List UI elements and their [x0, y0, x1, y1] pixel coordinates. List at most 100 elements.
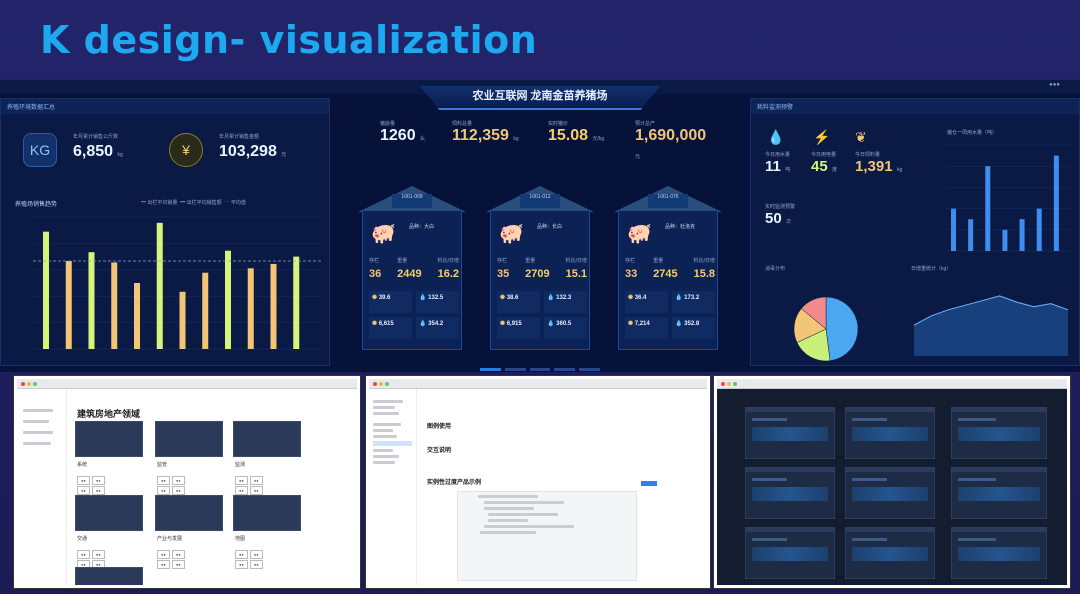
- barn-stat: 重量 2745: [653, 258, 678, 280]
- warning-unit: 次: [786, 219, 792, 225]
- stat2-label: 年月累计销售金额: [219, 134, 260, 140]
- sales-legend: ━ 出栏平均销量 ━ 出栏平均销售额 ┄ 平均值: [141, 200, 246, 206]
- legend-item-2: 平均值: [230, 200, 246, 206]
- barn-sensor: 💧 352.8: [672, 317, 715, 339]
- stat2-unit: 元: [281, 152, 287, 158]
- barn-stat: 料比/日增 15.1: [565, 258, 587, 280]
- sales-bar: [293, 256, 300, 349]
- barn-stat: 重量 2449: [397, 258, 422, 280]
- doc-heading-2: 实例性过度产品示例: [427, 480, 482, 486]
- gallery-card[interactable]: 监测 ●● ●● ●● ●●: [233, 421, 301, 495]
- dashboard-tile[interactable]: [745, 527, 835, 579]
- barn-plate: 1001-009: [392, 194, 432, 208]
- stat2: 103,298 元: [219, 143, 286, 161]
- card-thumbnail: [75, 495, 143, 531]
- gallery-card[interactable]: 地图 ●● ●● ●● ●●: [233, 495, 301, 569]
- barn-sensors: ✺ 38.6 💧 132.3 ✺ 6,915 💧 360.5: [497, 291, 587, 339]
- sales-bar-chart: [33, 216, 322, 350]
- warning-label: 实时监测预警: [765, 204, 796, 210]
- barn-stat: 料比/日增 16.2: [437, 258, 459, 280]
- lightning-icon: ⚡: [813, 129, 831, 145]
- dashboard-tile[interactable]: [845, 527, 935, 579]
- card-tags-2: ●● ●●: [157, 479, 187, 497]
- barn-body: 🐖 品种：杜洛克 存栏 33 重量 2745 料比/日增 15.8 ✺ 36.4 💧 173.2 ✺…: [618, 210, 718, 350]
- dashboard-tile[interactable]: [951, 467, 1047, 519]
- sales-bar: [65, 261, 72, 349]
- gallery-card[interactable]: [75, 567, 143, 585]
- page-dots[interactable]: [480, 368, 600, 371]
- weight-area-chart: [913, 295, 1069, 356]
- barn-card[interactable]: 1001-012 🐖 品种：长白 存栏 35 重量 2709 料比/日增 15.1 ✺ 38.6 💧…: [486, 186, 594, 351]
- sales-bar: [156, 222, 163, 349]
- barn-card[interactable]: 1001-009 🐖 品种：大白 存栏 36 重量 2449 料比/日增 16.2 ✺ 39.6 💧…: [358, 186, 466, 351]
- top-stat-0-value: 1260: [380, 127, 416, 144]
- right-stat-0-value: 11: [765, 158, 781, 175]
- top-stat-2-label: 实时猪价: [548, 121, 569, 127]
- barn-card[interactable]: 1001-076 🐖 品种：杜洛克 存栏 33 重量 2745 料比/日增 15.8 ✺ 36.4…: [614, 186, 722, 351]
- right-stat-1-unit: 度: [832, 167, 838, 173]
- barn-sensor: ✺ 38.6: [497, 291, 540, 313]
- barn-stat: 料比/日增 15.8: [693, 258, 715, 280]
- top-stat-1-label: 饲料总量: [452, 121, 473, 127]
- right-stat-2-label: 今日饲料量: [855, 152, 881, 158]
- disinfection-pie-chart: [793, 296, 859, 362]
- barn-sensor: 💧 132.3: [544, 291, 587, 313]
- barn-plate: 1001-076: [648, 194, 688, 208]
- card-tags-2: ●● ●●: [235, 553, 265, 571]
- pie-slice: [800, 296, 827, 330]
- right-stat-2-unit: kg: [897, 167, 903, 173]
- right-stat-1-value: 45: [811, 158, 828, 175]
- scale-icon: KG: [23, 133, 57, 167]
- dashboard-tile[interactable]: [845, 407, 935, 459]
- warning-value: 50: [765, 210, 782, 227]
- water-bar: [1002, 229, 1008, 251]
- water-bar-chart: [945, 144, 1071, 252]
- water-chart-title: 猪仓一周用水量（吨）: [947, 130, 998, 136]
- dashboard-tile[interactable]: [745, 407, 835, 459]
- right-stat-0: 今日用水量 11 吨: [765, 151, 790, 176]
- card-title: 交通: [77, 536, 88, 542]
- gallery-screenshot[interactable]: 建筑房地产领域 系统 ●● ●● ●● ●● 监管 ●● ●● ●● ●● 监测 ●● ●● ●● ●● 交通…: [14, 376, 360, 588]
- sales-bar: [88, 252, 95, 349]
- dashboard-tile[interactable]: [951, 527, 1047, 579]
- right-stat-0-label: 今日用水量: [765, 152, 791, 158]
- barn-sensor: 💧 173.2: [672, 291, 715, 313]
- browser-bar-3: [717, 379, 1067, 389]
- stat1-value: 6,850: [73, 143, 114, 160]
- water-bar: [1053, 155, 1059, 251]
- card-title: 产业与发展: [157, 536, 183, 542]
- barn-breed: 品种：长白: [537, 224, 563, 230]
- gallery-card[interactable]: 产业与发展 ●● ●● ●● ●●: [155, 495, 223, 569]
- gallery-card[interactable]: 系统 ●● ●● ●● ●●: [75, 421, 143, 495]
- dashboard-tile[interactable]: [745, 467, 835, 519]
- legend-item-0: 出栏平均销量: [147, 200, 178, 206]
- left-panel: 养殖环境数据汇总 KG 年月累计销售公斤数 6,850 kg ¥ 年月累计销售金…: [0, 98, 330, 366]
- top-stat-1-unit: kg: [513, 136, 519, 142]
- top-stats: 猪龄量 1260 头 饲料总量 112,359 kg 实时猪价 15.08 元/…: [380, 120, 710, 170]
- stat2-value: 103,298: [219, 143, 277, 160]
- pie-slice: [796, 328, 831, 362]
- warning-stat: 实时监测预警 50 次: [765, 203, 795, 228]
- slide-title: K design- visualization: [40, 18, 538, 62]
- top-stat-2: 实时猪价 15.08 元/kg: [548, 120, 604, 145]
- pig-icon: 🐖: [371, 223, 396, 245]
- docs-sidebar: [369, 389, 417, 585]
- card-tags: ●● ●●: [235, 469, 265, 487]
- right-stat-1-label: 今日用电量: [811, 152, 837, 158]
- barn-plate: 1001-012: [520, 194, 560, 208]
- top-stat-1-value: 112,359: [452, 127, 509, 144]
- docs-screenshot[interactable]: 图例使用 交互说明 实例性过度产品示例: [366, 376, 710, 588]
- dark-dashboard-screenshot[interactable]: [714, 376, 1070, 588]
- card-tags: ●● ●●: [77, 543, 107, 561]
- run-button[interactable]: [641, 481, 657, 486]
- top-stat-3-value: 1,690,000: [635, 127, 707, 144]
- barn-stats: 存栏 36 重量 2449 料比/日增 16.2: [369, 257, 459, 282]
- dashboard-tile[interactable]: [845, 467, 935, 519]
- code-block: [457, 491, 637, 581]
- gallery-card[interactable]: 监管 ●● ●● ●● ●●: [155, 421, 223, 495]
- top-stat-0-unit: 头: [420, 136, 426, 142]
- water-bar: [968, 219, 974, 251]
- gallery-card[interactable]: 交通 ●● ●● ●● ●●: [75, 495, 143, 569]
- dashboard-tile[interactable]: [951, 407, 1047, 459]
